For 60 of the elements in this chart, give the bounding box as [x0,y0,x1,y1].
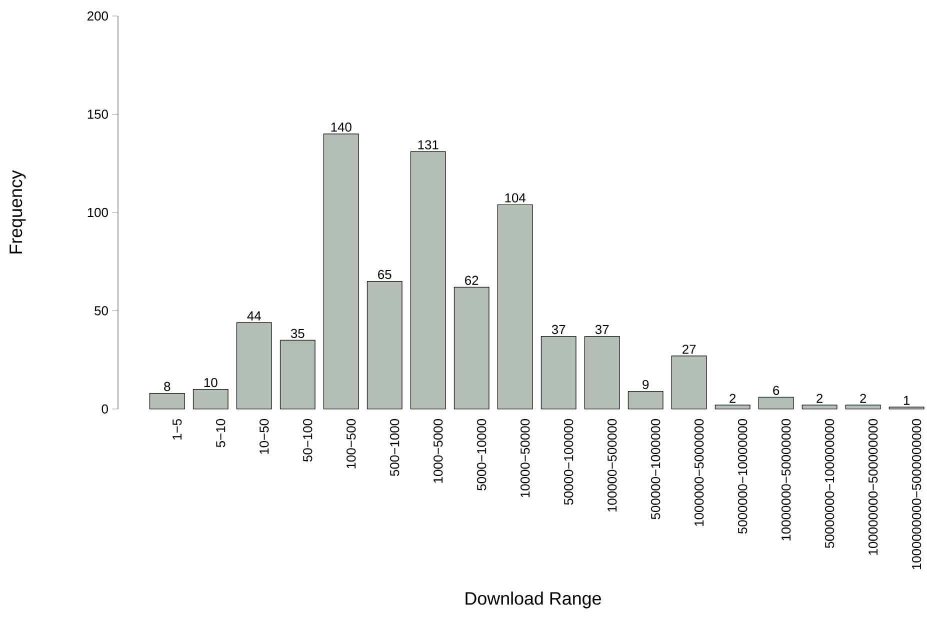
bar [323,134,359,410]
x-tick-label: 1000−5000 [434,419,443,483]
data-label: 37 [595,324,609,334]
x-tick-label: 50000000−100000000 [824,419,834,548]
bar [497,204,533,410]
x-tick-label: 1000000−5000000 [694,419,704,526]
data-label: 8 [164,382,170,392]
y-axis-title: Frequency [10,170,26,254]
data-label: 2 [860,394,866,403]
bar [540,336,576,410]
x-tick-label: 100000000−500000000 [868,419,878,555]
data-label: 9 [642,380,649,390]
x-tick-label: 10−50 [260,419,269,454]
y-tick-label: 200 [88,11,108,21]
bar [149,392,185,410]
x-tick-label: 5−10 [216,419,226,448]
bar [758,396,794,410]
bar [628,391,664,410]
x-tick-label: 1−5 [172,419,182,440]
data-label: 1 [904,396,910,405]
data-label: 2 [816,394,823,403]
bar [714,404,750,410]
bar [802,404,838,410]
data-label: 10 [204,378,218,388]
bar [845,404,881,410]
bar [454,286,490,410]
x-tick-label: 5000−10000 [477,419,486,490]
x-axis-title: Download Range [466,592,601,608]
data-label: 44 [247,311,261,320]
data-label: 131 [418,140,438,150]
x-tick-label: 100000−500000 [608,419,617,512]
x-tick-label: 10000000−50000000 [781,419,791,540]
data-label: 65 [378,270,392,280]
bar [366,280,402,410]
bar [584,336,620,410]
x-tick-label: 5000000−10000000 [738,419,748,534]
y-tick-label: 150 [88,110,108,119]
data-label: 62 [465,276,478,285]
x-tick-label: 500−1000 [390,419,400,476]
bar [671,356,707,410]
bar [192,389,228,410]
x-tick-label: 50000−100000 [564,419,574,505]
data-label: 27 [682,344,696,354]
data-label: 37 [552,324,566,334]
x-tick-label: 500000−1000000 [651,419,660,520]
y-tick-label: 100 [88,208,108,218]
bar [280,340,316,410]
data-label: 35 [290,328,304,338]
bar [236,322,272,410]
x-tick-label: 1000000000−5000000000 [912,419,922,570]
bar [410,151,446,410]
y-tick-label: 0 [102,404,108,414]
data-label: 2 [730,394,736,403]
data-label: 140 [331,122,352,132]
x-tick-label: 10000−50000 [520,419,530,498]
data-label: 104 [505,193,526,202]
data-label: 6 [773,386,780,396]
x-tick-label: 50−100 [303,419,312,462]
y-tick-label: 50 [94,306,108,316]
x-tick-label: 100−500 [346,419,356,468]
